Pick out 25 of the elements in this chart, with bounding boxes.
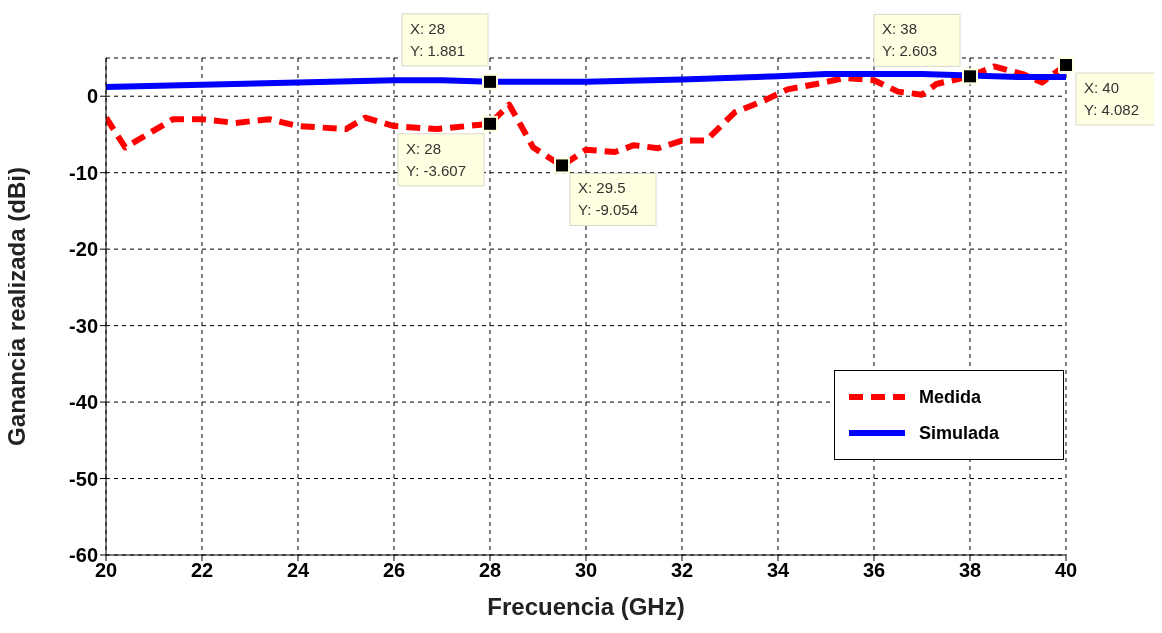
x-tick-label: 36 — [862, 559, 886, 582]
legend-label: Simulada — [919, 422, 1000, 444]
y-tick-label: -40 — [69, 391, 98, 414]
annotation: X: 29.5 Y: -9.054 — [578, 179, 639, 219]
x-tick-label: 26 — [382, 559, 406, 582]
x-tick-label: 40 — [1054, 559, 1078, 582]
y-tick-label: -50 — [69, 467, 98, 490]
y-axis-title: Ganancia realizada (dBi) — [2, 167, 30, 446]
x-tick-label: 38 — [958, 559, 982, 582]
x-tick-label: 30 — [574, 559, 598, 582]
annotation: X: 38 Y: 2.603 — [882, 20, 938, 60]
annotation: X: 28 Y: -3.607 — [406, 139, 467, 179]
annotation: X: 28 Y: 1.881 — [410, 19, 466, 59]
annotation: X: 40 Y: 4.082 — [1084, 79, 1140, 119]
y-tick-label: 0 — [86, 85, 98, 108]
legend-label: Medida — [919, 386, 982, 408]
x-tick-label: 24 — [286, 559, 310, 582]
y-tick-label: -20 — [69, 238, 98, 261]
x-tick-label: 22 — [190, 559, 214, 582]
x-axis-title: Frecuencia (GHz) — [487, 593, 685, 620]
x-tick-label: 34 — [766, 559, 790, 582]
y-tick-label: -10 — [69, 161, 98, 184]
x-tick-label: 32 — [670, 559, 694, 582]
y-tick-label: -30 — [69, 314, 98, 337]
x-tick-label: 28 — [478, 559, 502, 582]
